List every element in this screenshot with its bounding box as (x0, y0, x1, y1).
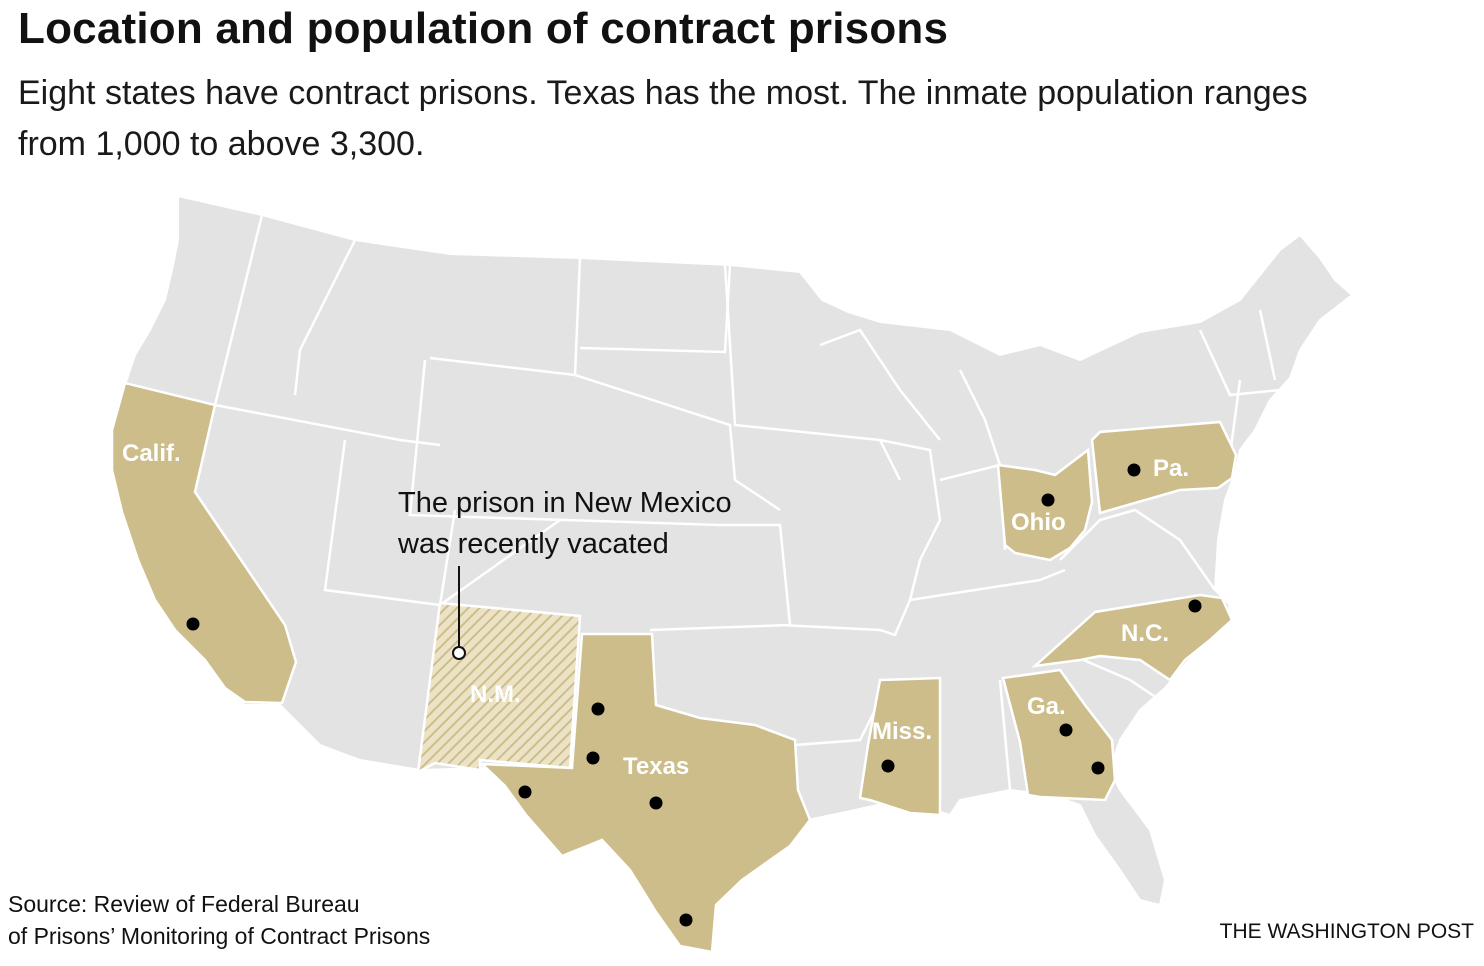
prison-marker (1127, 463, 1141, 477)
prison-marker (586, 751, 600, 765)
annotation-line-1: The prison in New Mexico (398, 487, 732, 519)
label-ohio: Ohio (1011, 509, 1066, 536)
prison-marker (591, 702, 605, 716)
prison-marker (649, 796, 663, 810)
label-texas: Texas (623, 753, 689, 780)
source-line-1: Source: Review of Federal Bureau (8, 891, 360, 917)
label-north-carolina: N.C. (1121, 620, 1169, 647)
prison-marker (1091, 761, 1105, 775)
prison-marker (1188, 599, 1202, 613)
prison-marker (186, 617, 200, 631)
prison-marker (679, 913, 693, 927)
state-north-carolina (1031, 593, 1234, 682)
prison-marker (1059, 723, 1073, 737)
publisher-credit: THE WASHINGTON POST (1219, 920, 1474, 943)
label-mississippi: Miss. (872, 718, 932, 745)
prison-marker (518, 785, 532, 799)
vacated-prison-marker (452, 646, 466, 660)
state-mississippi (858, 676, 942, 817)
state-california (110, 381, 298, 705)
annotation-line-2: was recently vacated (397, 528, 669, 560)
source-line-2: of Prisons’ Monitoring of Contract Priso… (8, 923, 431, 949)
page-title: Location and population of contract pris… (18, 4, 949, 53)
prison-marker (1041, 493, 1055, 507)
label-pennsylvania: Pa. (1153, 455, 1189, 482)
label-california: Calif. (122, 440, 181, 467)
label-georgia: Ga. (1027, 693, 1066, 720)
state-texas (478, 632, 812, 954)
source-note: Source: Review of Federal Bureau of Pris… (8, 888, 430, 952)
prison-marker (881, 759, 895, 773)
state-georgia (1001, 668, 1117, 802)
page-subtitle: Eight states have contract prisons. Texa… (18, 74, 1308, 163)
state-pennsylvania (1090, 420, 1238, 515)
prison-markers (186, 463, 1202, 927)
label-new-mexico: N.M. (470, 681, 521, 708)
